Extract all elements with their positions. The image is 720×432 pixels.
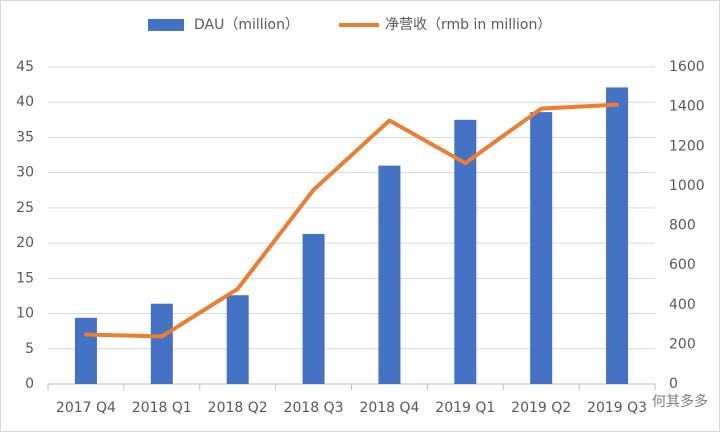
y2-tick-label: 0 xyxy=(669,376,678,392)
y2-tick-label: 600 xyxy=(669,257,696,273)
y-tick-label: 10 xyxy=(16,306,34,322)
x-tick-label: 2018 Q1 xyxy=(132,400,192,416)
line xyxy=(83,102,620,339)
x-tick-label: 2018 Q2 xyxy=(208,400,268,416)
y2-tick-label: 800 xyxy=(669,218,696,234)
x-tick-label: 2018 Q3 xyxy=(284,400,344,416)
bar xyxy=(226,295,249,384)
y2-tick-label: 1000 xyxy=(669,178,705,194)
legend-swatch xyxy=(148,19,184,31)
y2-tick-label: 400 xyxy=(669,297,696,313)
y-tick-label: 20 xyxy=(16,235,34,251)
bar xyxy=(378,165,401,384)
x-tick-label: 2019 Q1 xyxy=(435,400,495,416)
bar xyxy=(302,233,325,384)
x-tick-label: 2018 Q4 xyxy=(359,400,419,416)
x-tick-label: 2019 Q2 xyxy=(511,400,571,416)
y-tick-label: 15 xyxy=(16,270,34,286)
bar xyxy=(530,112,553,384)
x-tick-label: 2017 Q4 xyxy=(56,400,116,416)
y-tick-label: 0 xyxy=(25,376,34,392)
legend-label: DAU（million） xyxy=(194,17,299,33)
x-tick-label: 2019 Q3 xyxy=(587,400,647,416)
y-tick-label: 25 xyxy=(16,200,34,216)
y-tick-label: 40 xyxy=(16,94,34,110)
bar xyxy=(74,317,97,384)
y2-tick-label: 1200 xyxy=(669,138,705,154)
y-tick-label: 30 xyxy=(16,165,34,181)
y2-tick-label: 1600 xyxy=(669,59,705,75)
y-tick-label: 45 xyxy=(16,59,34,75)
bar xyxy=(150,303,173,384)
y2-tick-label: 200 xyxy=(669,336,696,352)
y-tick-label: 35 xyxy=(16,129,34,145)
y2-tick-label: 1400 xyxy=(669,99,705,115)
bar xyxy=(606,87,629,384)
y-tick-label: 5 xyxy=(25,341,34,357)
bar xyxy=(454,119,477,384)
legend-label: 净营收（rmb in million） xyxy=(385,17,551,33)
watermark: 何其多多 xyxy=(652,393,708,410)
